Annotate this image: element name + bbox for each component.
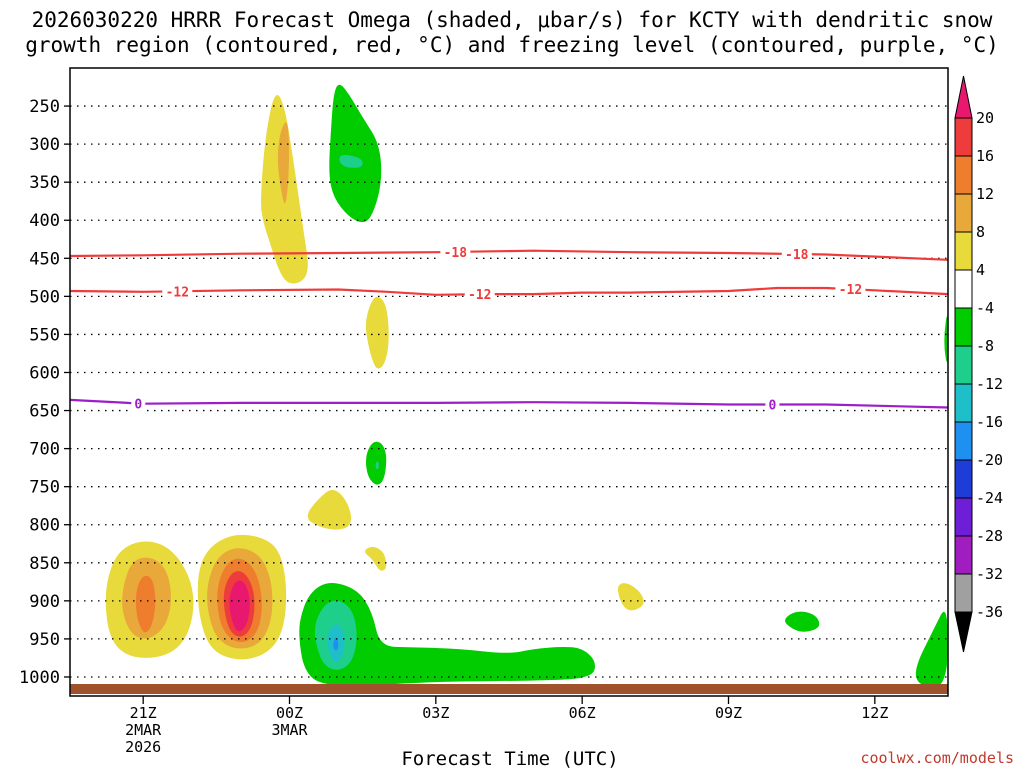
contour-minus18-label-2: -18 xyxy=(785,248,809,263)
omega-blob-upper-negative-inner xyxy=(339,154,363,168)
omega-shading-layer xyxy=(105,84,948,688)
y-tick-label-300: 300 xyxy=(29,135,60,155)
contour-minus12-label-3: -12 xyxy=(839,283,862,298)
colorbar-cell-4 xyxy=(954,231,973,271)
y-tick-label-700: 700 xyxy=(29,440,60,460)
omega-blob-low-negative-outer xyxy=(299,582,595,686)
colorbar-label--28: -28 xyxy=(976,527,1003,545)
colorbar-cell-3 xyxy=(954,193,973,233)
omega-blob-low-positive-right-core xyxy=(229,580,250,632)
x-tick-label-00Z-2: 3MAR xyxy=(271,721,308,739)
x-tick-label-12Z-1: 12Z xyxy=(861,704,888,722)
colorbar-label-8: 8 xyxy=(976,223,985,241)
colorbar-label--20: -20 xyxy=(976,451,1003,469)
contour-minus12-label-1: -12 xyxy=(166,285,189,300)
y-tick-label-900: 900 xyxy=(29,592,60,612)
colorbar-label-12: 12 xyxy=(976,185,994,203)
y-tick-label-450: 450 xyxy=(29,249,60,269)
x-tick-label-21Z-1: 21Z xyxy=(130,704,157,722)
colorbar-label-16: 16 xyxy=(976,147,994,165)
contour-minus18-line xyxy=(70,249,948,261)
y-tick-label-550: 550 xyxy=(29,325,60,345)
colorbar-label--8: -8 xyxy=(976,337,994,355)
colorbar-label--12: -12 xyxy=(976,375,1003,393)
contour-0-label-bg xyxy=(131,395,146,412)
contour-minus12-label-bg xyxy=(162,283,193,300)
title-line-2: growth region (contoured, red, °C) and f… xyxy=(25,33,999,57)
x-tick-label-00Z-1: 00Z xyxy=(276,704,303,722)
colorbar-legend: 20 16 12 8 4 -4 -8 -12 -16 -20 -24 -28 -32 -36 xyxy=(954,75,1003,653)
y-tick-label-650: 650 xyxy=(29,402,60,422)
y-tick-label-600: 600 xyxy=(29,363,60,383)
contour-minus12-line xyxy=(70,286,948,296)
x-axis-title: Forecast Time (UTC) xyxy=(401,748,618,768)
omega-blob-midlevel-positive xyxy=(365,296,389,369)
contour-minus12-label-bg xyxy=(835,281,866,298)
colorbar-label-20: 20 xyxy=(976,109,994,127)
temperature-contours-layer: -18 -18 -12 -12 -12 0 0 xyxy=(70,243,948,413)
x-tick-label-21Z-3: 2026 xyxy=(125,738,161,756)
y-tick-label-750: 750 xyxy=(29,478,60,498)
omega-blob-small-negative-920 xyxy=(785,611,820,632)
colorbar-cell-5 xyxy=(954,269,973,309)
omega-blob-upper-positive-inner xyxy=(277,122,290,204)
colorbar-cell-6 xyxy=(954,307,973,347)
colorbar-top-arrow xyxy=(954,75,973,119)
x-tick-label-03Z-1: 03Z xyxy=(422,704,449,722)
omega-blob-midlevel-negative-core xyxy=(375,461,379,470)
plot-frame xyxy=(69,67,949,697)
ground-surface-bar xyxy=(70,684,948,694)
y-tick-label-800: 800 xyxy=(29,516,60,536)
colorbar-label--32: -32 xyxy=(976,565,1003,583)
x-tick-label-06Z-1: 06Z xyxy=(569,704,596,722)
colorbar-cell-12 xyxy=(954,535,973,575)
colorbar-cell-13 xyxy=(954,573,973,613)
y-axis-pressure: 250 300 350 400 450 500 550 600 650 700 750 800 850 9… xyxy=(19,97,70,688)
colorbar-label--4: -4 xyxy=(976,299,994,317)
y-tick-label-950: 950 xyxy=(29,630,60,650)
colorbar-cell-1 xyxy=(954,117,973,157)
omega-blob-low-positive-left-inner xyxy=(135,575,156,633)
colorbar-cell-2 xyxy=(954,155,973,195)
omega-blob-right-edge-negative-mid xyxy=(944,316,948,362)
omega-blob-upper-negative-outer xyxy=(329,84,382,223)
colorbar-label--24: -24 xyxy=(976,489,1003,507)
contour-minus12-label-2: -12 xyxy=(468,288,491,303)
contour-0-label-1: 0 xyxy=(134,397,142,412)
colorbar-bottom-arrow xyxy=(954,611,973,653)
colorbar-label--16: -16 xyxy=(976,413,1003,431)
omega-blob-small-positive-840 xyxy=(365,546,387,571)
colorbar-cell-11 xyxy=(954,497,973,537)
colorbar-cell-8 xyxy=(954,383,973,423)
omega-blob-small-positive-900 xyxy=(617,583,644,611)
colorbar-cell-10 xyxy=(954,459,973,499)
site-credit: coolwx.com/models xyxy=(860,749,1014,767)
colorbar-label-4: 4 xyxy=(976,261,985,279)
colorbar-cell-9 xyxy=(954,421,973,461)
y-tick-label-1000: 1000 xyxy=(19,668,60,688)
contour-minus18-label-1: -18 xyxy=(444,246,468,261)
x-tick-label-09Z-1: 09Z xyxy=(715,704,742,722)
contour-0-label-bg xyxy=(765,396,780,413)
y-tick-label-500: 500 xyxy=(29,287,60,307)
contour-minus12-label-bg xyxy=(464,286,495,303)
y-tick-label-400: 400 xyxy=(29,211,60,231)
colorbar-cell-7 xyxy=(954,345,973,385)
omega-blob-small-positive-780 xyxy=(307,489,352,530)
plot-area: -18 -18 -12 -12 -12 0 0 xyxy=(69,67,949,697)
colorbar-label--36: -36 xyxy=(976,603,1003,621)
y-tick-label-350: 350 xyxy=(29,173,60,193)
title: 2026030220 HRRR Forecast Omega (shaded, … xyxy=(25,8,999,57)
contour-0-label-2: 0 xyxy=(768,398,776,413)
y-tick-label-850: 850 xyxy=(29,554,60,574)
contour-minus18-label-bg xyxy=(781,246,812,263)
omega-blob-low-negative-core xyxy=(333,637,339,651)
omega-blob-right-edge-negative-low xyxy=(915,611,948,688)
x-tick-label-21Z-2: 2MAR xyxy=(125,721,162,739)
title-line-1: 2026030220 HRRR Forecast Omega (shaded, … xyxy=(32,8,993,32)
y-tick-label-250: 250 xyxy=(29,97,60,117)
contour-minus18-label-bg xyxy=(440,243,471,260)
